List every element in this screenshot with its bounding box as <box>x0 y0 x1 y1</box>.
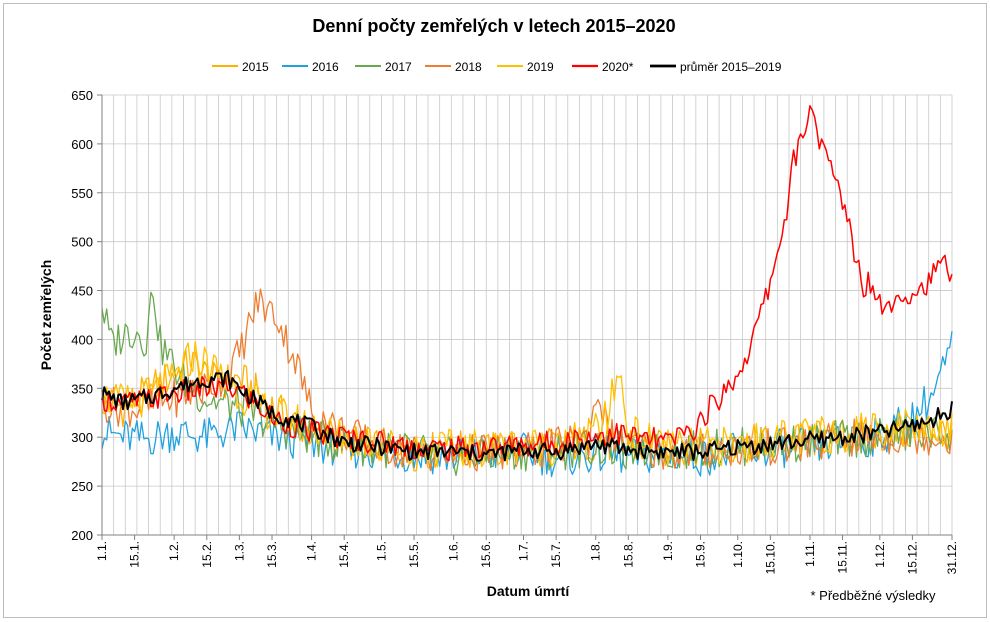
y-tick-label: 400 <box>71 332 93 347</box>
legend: 2015 2016 2017 2018 2019 2020* průměr 2015–201… <box>212 60 782 74</box>
y-tick-label: 250 <box>71 479 93 494</box>
x-tick-label: 1.7. <box>517 541 531 561</box>
y-tick-label: 450 <box>71 284 93 299</box>
x-tick-label: 15.5. <box>407 541 421 568</box>
x-tick-label: 1.6. <box>447 541 461 561</box>
x-tick-label: 1.3. <box>232 541 246 561</box>
legend-label: 2019 <box>527 60 554 74</box>
x-tick-label: 1.2. <box>167 541 181 561</box>
x-tick-label: 15.7. <box>549 541 563 568</box>
x-tick-label: 1.12. <box>873 541 887 568</box>
y-tick-label: 300 <box>71 430 93 445</box>
x-tick-label: 1.5. <box>374 541 388 561</box>
x-tick-label: 15.3. <box>265 541 279 568</box>
legend-label: 2020* <box>602 60 634 74</box>
legend-label: 2017 <box>385 60 412 74</box>
series-lines <box>101 105 953 478</box>
x-tick-label: 15.6. <box>479 541 493 568</box>
x-tick-label: 15.9. <box>693 541 707 568</box>
x-tick-label: 1.9. <box>661 541 675 561</box>
x-tick-label: 15.11. <box>836 541 850 573</box>
chart-title: Denní počty zemřelých v letech 2015–2020 <box>312 16 675 36</box>
y-tick-label: 200 <box>71 528 93 543</box>
y-axis-title: Počet zemřelých <box>38 260 54 371</box>
legend-label: 2016 <box>312 60 339 74</box>
x-tick-label: 1.4. <box>305 541 319 561</box>
x-tick-label: 15.10. <box>763 541 777 574</box>
series-line-pr-m-r-2015-2019 <box>101 369 953 462</box>
x-axis-title: Datum úmrtí <box>487 583 571 599</box>
x-tick-label: 15.4. <box>337 541 351 568</box>
legend-label: průměr 2015–2019 <box>680 60 782 74</box>
y-tick-label: 500 <box>71 235 93 250</box>
x-tick-label: 15.8. <box>621 541 635 568</box>
footnote: * Předběžné výsledky <box>810 588 936 603</box>
series-line-2017 <box>101 291 953 477</box>
x-tick-label: 31.12. <box>945 541 959 574</box>
gridlines <box>101 94 953 536</box>
legend-label: 2018 <box>455 60 482 74</box>
x-tick-label: 15.12. <box>905 541 919 574</box>
x-tick-label: 1.10. <box>731 541 745 568</box>
x-tick-label: 1.8. <box>589 541 603 561</box>
x-tick-label: 1.1. <box>95 541 109 561</box>
legend-label: 2015 <box>242 60 269 74</box>
chart-frame <box>3 3 987 618</box>
x-tick-label: 1.11. <box>803 541 817 567</box>
y-tick-label: 350 <box>71 381 93 396</box>
x-tick-label: 15.1. <box>128 541 142 568</box>
y-tick-label: 550 <box>71 186 93 201</box>
x-axis: 1.1. 15.1. 1.2. 15.2. 1.3. 15.3. 1.4. 15.4. 1.5.… <box>95 534 959 574</box>
x-tick-label: 15.2. <box>200 541 214 568</box>
y-tick-label: 600 <box>71 137 93 152</box>
y-tick-label: 650 <box>71 88 93 103</box>
y-axis: 200 250 300 350 400 450 500 550 600 650 <box>71 88 103 543</box>
